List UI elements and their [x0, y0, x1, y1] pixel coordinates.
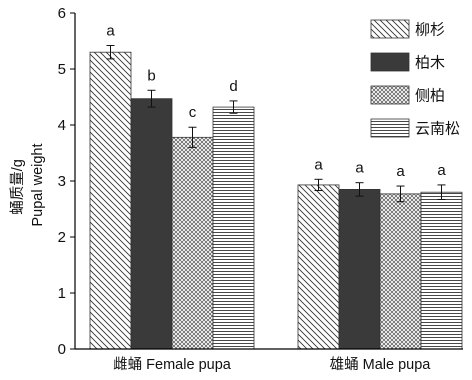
significance-letter: b: [147, 67, 155, 84]
bar: [89, 51, 132, 350]
significance-letter: a: [314, 156, 323, 173]
bar: [171, 136, 214, 350]
bar: [297, 184, 340, 350]
y-tick-label: 4: [58, 117, 66, 134]
significance-letter: d: [229, 78, 237, 95]
error-bar: [147, 89, 156, 108]
legend-swatch: [370, 52, 410, 72]
legend-label: 柳杉: [415, 22, 445, 39]
category-label: 雄蛹 Male pupa: [330, 356, 432, 373]
category-label: 雌蛹 Female pupa: [113, 356, 232, 373]
axes-layer: 雌蛹 Female pupa 雄蛹 Male pupa 0 1 2 3 4 5 6: [58, 5, 463, 373]
significance-letter: a: [106, 22, 115, 39]
error-bar: [314, 178, 323, 192]
legend-item: 柏木: [370, 52, 445, 72]
bar: [130, 98, 173, 350]
y-tick-label: 6: [58, 5, 66, 22]
error-bar: [396, 185, 405, 203]
y-axis-label-zh: 蛹质量/g: [9, 159, 26, 215]
legend-swatch: [370, 118, 410, 138]
significance-letter: a: [355, 160, 364, 177]
bar: [379, 193, 422, 350]
y-tick-label: 3: [58, 173, 66, 190]
error-bar: [106, 44, 115, 60]
y-axis-label-en: Pupal weight: [30, 143, 46, 226]
legend-label: 云南松: [415, 121, 460, 138]
bars-layer: [89, 51, 463, 350]
bar: [212, 106, 255, 350]
significance-letter: c: [189, 104, 197, 121]
legend-item: 侧柏: [370, 85, 445, 105]
y-tick-label: 0: [58, 341, 66, 358]
legend-label: 柏木: [415, 55, 445, 72]
legend-swatch: [370, 85, 410, 105]
significance-letter: a: [437, 162, 446, 179]
legend-swatch: [370, 19, 410, 39]
bar: [420, 191, 463, 350]
error-bar: [229, 100, 238, 114]
error-bar: [355, 182, 364, 197]
error-bar: [437, 184, 446, 200]
error-bars-layer: [106, 44, 446, 203]
error-bar: [188, 126, 197, 148]
legend-item: 柳杉: [370, 19, 445, 39]
y-tick-label: 2: [58, 229, 66, 246]
legend-item: 云南松: [370, 118, 460, 138]
y-tick-label: 5: [58, 61, 66, 78]
legend-label: 侧柏: [415, 88, 445, 105]
significance-letters-layer: a b c d a a a a: [106, 22, 446, 180]
significance-letter: a: [396, 163, 405, 180]
bar: [338, 188, 381, 350]
y-tick-label: 1: [58, 285, 66, 302]
